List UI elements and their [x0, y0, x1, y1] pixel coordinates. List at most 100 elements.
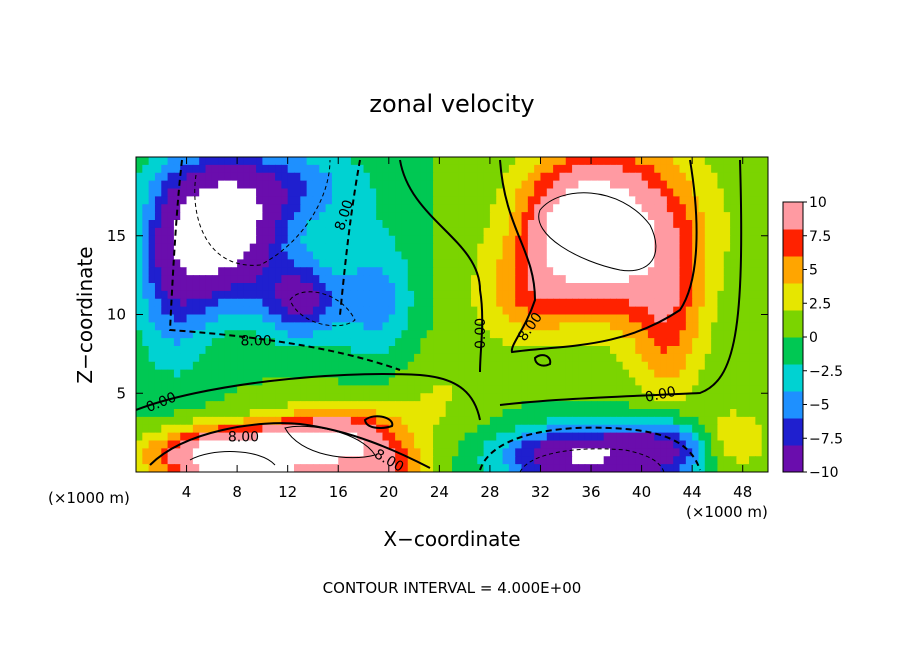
field-cell	[553, 275, 561, 284]
field-cell	[294, 164, 301, 174]
field-cell	[559, 385, 567, 394]
field-cell	[502, 267, 510, 276]
field-cell	[553, 456, 561, 465]
field-cell	[180, 235, 188, 245]
field-cell	[433, 283, 440, 292]
field-cell	[578, 212, 586, 221]
field-cell	[312, 416, 320, 426]
field-cell	[294, 448, 301, 457]
field-cell	[591, 227, 598, 237]
field-cell	[755, 369, 763, 379]
field-cell	[382, 464, 390, 472]
field-cell	[654, 164, 662, 174]
field-cell	[420, 290, 428, 300]
field-cell	[338, 346, 346, 355]
field-cell	[300, 456, 308, 465]
field-cell	[679, 251, 687, 260]
field-cell	[136, 416, 143, 426]
field-cell	[199, 401, 207, 410]
field-cell	[268, 353, 276, 363]
field-cell	[173, 306, 181, 316]
field-cell	[489, 464, 497, 472]
field-cell	[281, 298, 289, 308]
field-cell	[685, 440, 693, 449]
field-cell	[654, 188, 662, 197]
field-cell	[565, 298, 573, 308]
field-cell	[647, 401, 655, 410]
field-cell	[565, 251, 573, 260]
field-cell	[192, 290, 200, 300]
field-cell	[458, 275, 466, 284]
field-cell	[445, 464, 453, 472]
field-cell	[439, 267, 447, 276]
field-cell	[673, 275, 681, 284]
field-cell	[312, 164, 320, 174]
field-cell	[388, 188, 396, 197]
field-cell	[502, 243, 510, 253]
field-cell	[249, 290, 257, 300]
field-cell	[319, 338, 327, 347]
field-cell	[742, 235, 750, 245]
field-cell	[262, 456, 270, 465]
field-cell	[717, 409, 725, 418]
field-cell	[673, 456, 681, 465]
field-cell	[679, 330, 687, 339]
field-cell	[489, 157, 497, 166]
field-cell	[742, 180, 750, 190]
field-cell	[704, 416, 712, 426]
field-cell	[300, 440, 308, 449]
field-cell	[654, 227, 662, 237]
field-cell	[357, 448, 365, 457]
field-cell	[477, 204, 485, 213]
contour-line	[499, 159, 698, 354]
field-cell	[515, 416, 523, 426]
field-cell	[540, 338, 548, 347]
field-cell	[136, 275, 143, 284]
field-cell	[350, 361, 358, 371]
field-cell	[565, 346, 573, 355]
field-cell	[268, 196, 276, 205]
field-cell	[698, 322, 706, 331]
field-cell	[704, 227, 712, 237]
field-cell	[338, 401, 346, 410]
field-cell	[534, 306, 542, 316]
field-cell	[515, 172, 523, 182]
field-cell	[635, 227, 643, 237]
field-cell	[401, 448, 409, 457]
field-cell	[154, 283, 162, 292]
field-cell	[395, 385, 403, 394]
field-cell	[641, 164, 649, 174]
field-cell	[628, 456, 636, 465]
field-cell	[711, 361, 719, 371]
field-cell	[281, 306, 289, 316]
field-cell	[161, 440, 169, 449]
field-cell	[641, 448, 649, 457]
field-cell	[761, 322, 768, 331]
field-cell	[546, 204, 554, 213]
field-cell	[224, 188, 232, 197]
field-cell	[199, 283, 207, 292]
field-cell	[597, 275, 605, 284]
field-cell	[319, 416, 327, 426]
field-cell	[388, 346, 396, 355]
field-cell	[761, 290, 768, 300]
field-cell	[622, 220, 630, 229]
field-cell	[685, 361, 693, 371]
field-cell	[654, 196, 662, 205]
field-cell	[218, 464, 226, 472]
field-cell	[749, 448, 756, 457]
field-cell	[420, 298, 428, 308]
field-cell	[711, 353, 719, 363]
field-cell	[224, 164, 232, 174]
x-tick-label: 20	[379, 483, 398, 501]
field-cell	[540, 416, 548, 426]
field-cell	[584, 353, 592, 363]
field-cell	[180, 267, 188, 276]
field-cell	[344, 180, 352, 190]
field-cell	[376, 409, 384, 418]
field-cell	[401, 416, 409, 426]
field-cell	[584, 464, 592, 472]
field-cell	[730, 424, 737, 434]
field-cell	[205, 353, 213, 363]
field-cell	[584, 361, 592, 371]
